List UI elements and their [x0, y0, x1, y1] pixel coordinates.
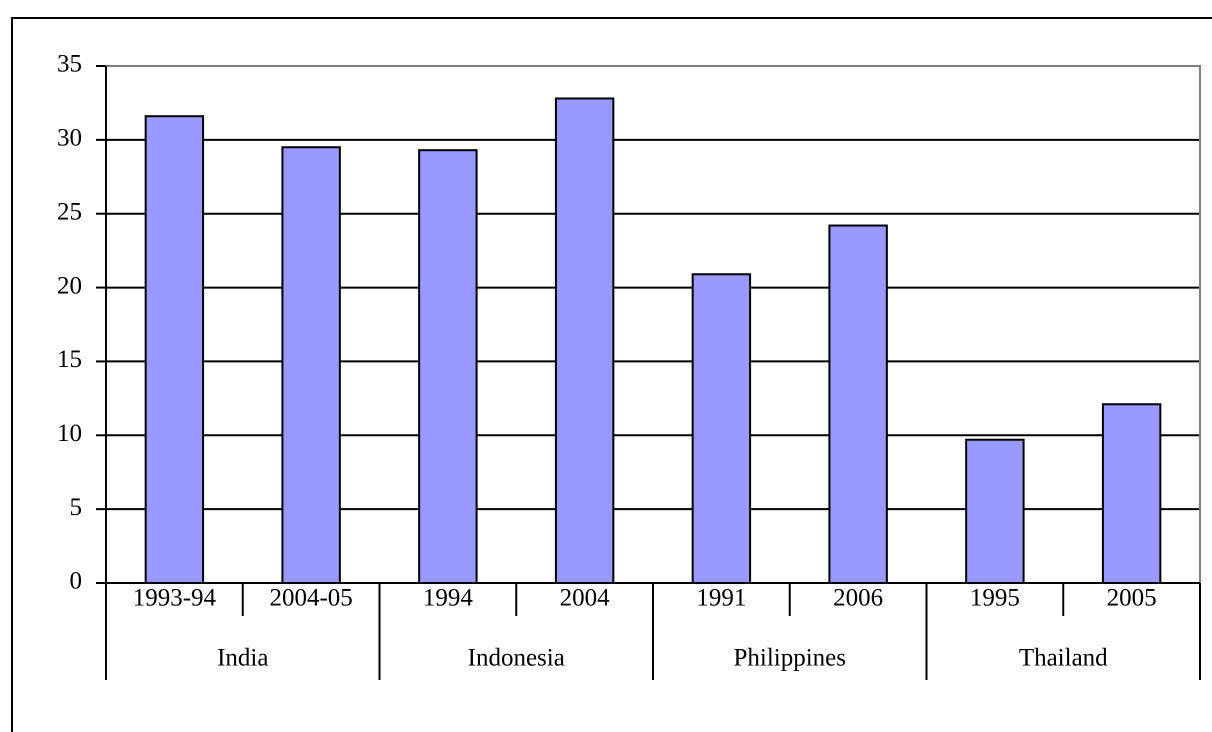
bar — [554, 97, 615, 585]
bar — [691, 273, 752, 584]
bar — [828, 224, 888, 584]
y-tick-label: 5 — [70, 494, 83, 521]
chart-frame — [11, 17, 1212, 732]
bar — [418, 149, 478, 584]
bar — [281, 146, 341, 584]
group-label: Thailand — [1019, 645, 1108, 672]
y-tick-label: 10 — [57, 420, 82, 447]
bar — [965, 438, 1025, 584]
x-tick-label: 1991 — [696, 585, 746, 612]
y-tick-label: 30 — [57, 125, 82, 152]
x-tick-label: 2004 — [560, 585, 611, 612]
y-tick-label: 25 — [57, 198, 82, 225]
x-tick-label: 1995 — [970, 585, 1020, 612]
group-label: India — [217, 645, 268, 672]
x-tick-label: 2006 — [833, 585, 883, 612]
bar — [144, 115, 205, 584]
x-tick-label: 1994 — [423, 585, 474, 612]
plot-border — [106, 65, 1201, 583]
group-label: Philippines — [733, 645, 846, 672]
y-tick-label: 20 — [57, 272, 82, 299]
y-tick-label: 35 — [57, 51, 82, 78]
y-tick-label: 15 — [57, 346, 82, 373]
x-tick-label: 2004-05 — [269, 585, 352, 612]
bar — [1101, 403, 1162, 584]
x-tick-label: 1993-94 — [133, 585, 217, 612]
y-tick-label: 0 — [70, 568, 83, 595]
group-label: Indonesia — [468, 645, 565, 672]
x-tick-label: 2005 — [1107, 585, 1157, 612]
